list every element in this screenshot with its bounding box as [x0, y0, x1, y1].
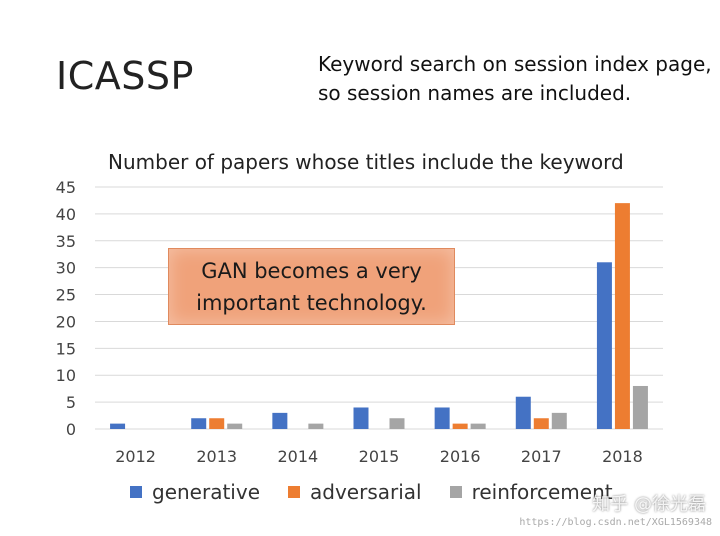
- y-axis-ticks: 0 5 10 15 20 25 30 35 40 45: [56, 178, 76, 439]
- bar-generative-2017: [515, 396, 531, 429]
- bar-reinforcement-2014: [308, 423, 324, 429]
- legend-swatch-adversarial: [288, 486, 300, 498]
- bar-reinforcement-2013: [227, 423, 243, 429]
- x-tick-label: 2017: [521, 447, 562, 466]
- bar-adversarial-2013: [209, 418, 225, 429]
- y-tick-label: 0: [66, 420, 76, 439]
- legend-item-adversarial: adversarial: [288, 480, 422, 504]
- chart-bars: [110, 203, 648, 429]
- x-tick-label: 2015: [359, 447, 400, 466]
- bar-reinforcement-2017: [551, 412, 567, 429]
- bar-reinforcement-2016: [470, 423, 486, 429]
- legend-swatch-generative: [130, 486, 142, 498]
- watermark-text: 知乎 @徐光磊: [592, 494, 706, 515]
- y-tick-label: 15: [56, 339, 76, 358]
- legend-label: adversarial: [310, 480, 422, 504]
- y-tick-label: 10: [56, 366, 76, 385]
- x-tick-label: 2013: [196, 447, 237, 466]
- bar-generative-2012: [110, 423, 126, 429]
- bar-adversarial-2016: [452, 423, 468, 429]
- legend-label: generative: [152, 480, 260, 504]
- y-tick-label: 20: [56, 312, 76, 331]
- x-tick-label: 2014: [277, 447, 318, 466]
- bar-generative-2013: [191, 418, 207, 429]
- slide-note-line: so session names are included.: [318, 81, 632, 105]
- slide-note-line: Keyword search on session index page,: [318, 52, 712, 76]
- legend-swatch-reinforcement: [449, 486, 462, 498]
- chart-legend: generative adversarial reinforcement: [130, 478, 641, 506]
- bar-generative-2016: [434, 407, 450, 429]
- bar-reinforcement-2018: [632, 385, 648, 429]
- y-tick-label: 45: [56, 178, 76, 197]
- x-axis-ticks: 2012 2013 2014 2015 2016 2017 2018: [115, 447, 643, 466]
- callout-box: GAN becomes a very important technology.: [168, 248, 455, 325]
- bar-generative-2014: [272, 412, 288, 429]
- legend-item-generative: generative: [130, 480, 260, 504]
- x-tick-label: 2012: [115, 447, 156, 466]
- bar-generative-2018: [596, 262, 612, 429]
- slide-note: Keyword search on session index page, so…: [318, 50, 712, 108]
- legend-item-reinforcement: reinforcement: [449, 480, 613, 504]
- chart-title: Number of papers whose titles include th…: [108, 150, 624, 174]
- callout-line: GAN becomes a very: [201, 258, 422, 283]
- y-tick-label: 35: [56, 232, 76, 251]
- x-tick-label: 2016: [440, 447, 481, 466]
- y-tick-label: 25: [56, 286, 76, 305]
- bar-reinforcement-2015: [389, 418, 405, 429]
- legend-label: reinforcement: [471, 480, 613, 504]
- x-tick-label: 2018: [602, 447, 643, 466]
- watermark-url: https://blog.csdn.net/XGL1569348: [519, 517, 712, 528]
- bar-generative-2015: [353, 407, 369, 429]
- bar-adversarial-2018: [614, 203, 630, 429]
- y-tick-label: 5: [66, 393, 76, 412]
- callout-line: important technology.: [196, 290, 427, 315]
- y-tick-label: 30: [56, 259, 76, 278]
- y-tick-label: 40: [56, 205, 76, 224]
- bar-adversarial-2017: [533, 418, 549, 429]
- slide-title: ICASSP: [56, 54, 194, 98]
